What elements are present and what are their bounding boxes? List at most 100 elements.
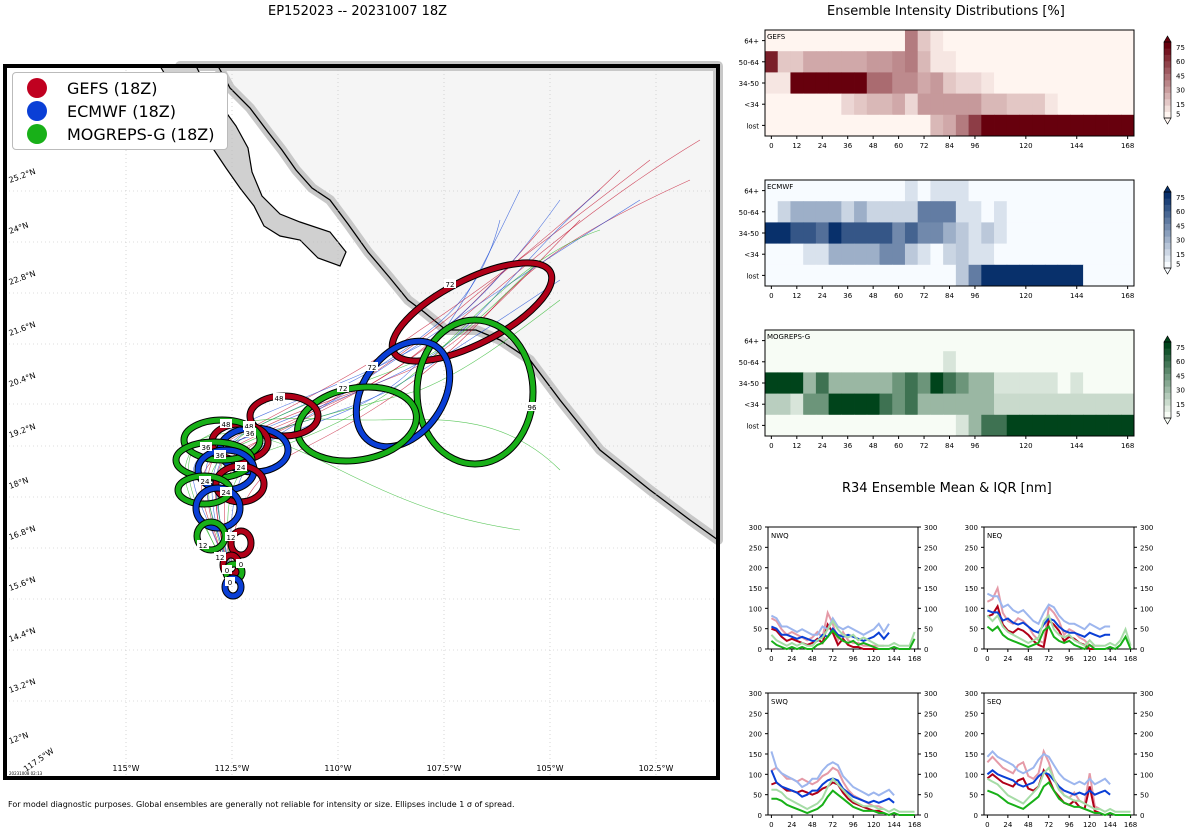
- heatmap-cell: [777, 72, 791, 94]
- lon-label: 102.5°W: [639, 764, 674, 773]
- heatmap-cell: [930, 351, 944, 373]
- heatmap-cell: [968, 30, 982, 52]
- heatmap-x-tick-label: 24: [818, 442, 827, 450]
- heatmap-cell: [803, 93, 817, 116]
- heatmap-cell: [892, 393, 906, 416]
- heatmap-cell: [955, 93, 969, 116]
- r34-y-tick-label-right: 300: [924, 690, 937, 698]
- heatmap-x-tick-label: 168: [1121, 142, 1134, 150]
- heatmap-cell: [968, 72, 982, 94]
- heatmap-cell: [1121, 243, 1135, 266]
- heatmap-cell: [828, 330, 842, 352]
- heatmap-x-tick-label: 168: [1121, 442, 1134, 450]
- heatmap-cell: [1006, 30, 1020, 52]
- heatmap-cell: [765, 393, 779, 416]
- heatmap-cell: [917, 201, 931, 223]
- heatmap-x-tick-label: 84: [945, 142, 954, 150]
- heatmap-cell: [1006, 393, 1020, 416]
- heatmap-cell: [930, 180, 944, 202]
- heatmap-cell: [1019, 51, 1033, 73]
- r34-y-tick-label-right: 250: [1140, 544, 1153, 552]
- heatmap-cell: [930, 264, 944, 287]
- colorbar-tick-label: 30: [1176, 387, 1185, 395]
- colorbar-segment: [1164, 198, 1171, 205]
- r34-y-tick-label: 100: [749, 771, 762, 779]
- heatmap-cell: [841, 51, 855, 73]
- heatmap-cell: [815, 114, 830, 137]
- heatmap-cell: [879, 51, 893, 73]
- r34-y-tick-label: 0: [974, 646, 978, 654]
- heatmap-cell: [828, 351, 842, 373]
- legend-item-gefs: GEFS (18Z): [27, 76, 157, 100]
- r34-y-tick-label-right: 0: [924, 646, 928, 654]
- heatmap-cell: [917, 51, 931, 73]
- heatmap-cell: [803, 201, 817, 223]
- heatmap-x-tick-label: 48: [869, 292, 878, 300]
- heatmap-cell: [879, 93, 893, 116]
- heatmap-cell: [981, 351, 995, 373]
- r34-mean-line-ecmwf: [987, 609, 1111, 638]
- heatmap-cell: [765, 51, 779, 73]
- heatmap-x-tick-label: 36: [843, 442, 852, 450]
- heatmap-cell: [803, 372, 817, 394]
- r34-y-tick-label: 0: [974, 812, 978, 820]
- heatmap-cell: [955, 222, 969, 244]
- heatmap-cell: [765, 72, 779, 94]
- r34-x-tick-label: 24: [787, 821, 796, 829]
- heatmap-cell: [790, 414, 804, 437]
- r34-y-tick-label: 0: [758, 646, 762, 654]
- heatmap-cell: [981, 222, 995, 244]
- heatmap-cell: [1057, 243, 1071, 266]
- heatmap-cell: [1121, 51, 1135, 73]
- heatmap-cell: [854, 30, 868, 52]
- heatmap-cell: [955, 201, 969, 223]
- heatmap-cell: [1019, 180, 1033, 202]
- heatmap-cell: [968, 351, 982, 373]
- r34-y-tick-label: 100: [749, 605, 762, 613]
- r34-x-tick-label: 48: [1024, 655, 1033, 663]
- heatmap-cell: [866, 330, 880, 352]
- heatmap-cell: [943, 222, 957, 244]
- r34-x-tick-label: 96: [849, 655, 858, 663]
- colorbar-frame: [1163, 191, 1172, 269]
- heatmap-cell: [892, 72, 906, 94]
- heatmap-cell: [1032, 243, 1046, 266]
- heatmap-cell: [1019, 114, 1033, 137]
- heatmap-cell: [765, 114, 779, 137]
- heatmap-cell: [1044, 264, 1059, 287]
- heatmap-x-tick-label: 0: [769, 442, 773, 450]
- heatmap-cell: [815, 264, 830, 287]
- lon-label: 107.5°W: [427, 764, 462, 773]
- heatmap-cell: [803, 264, 817, 287]
- colorbar-segment: [1164, 242, 1171, 250]
- r34-x-tick-label: 120: [867, 655, 880, 663]
- heatmap-cell: [1108, 393, 1122, 416]
- r34-y-tick-label: 50: [969, 792, 978, 800]
- heatmap-cell: [930, 93, 944, 116]
- heatmap-cell: [1019, 93, 1033, 116]
- heatmap-cell: [1057, 93, 1071, 116]
- ecmwf-marker-icon: [27, 101, 47, 121]
- r34-y-tick-label: 300: [749, 524, 762, 532]
- r34-x-tick-label: 120: [1083, 655, 1096, 663]
- lon-label: 110°W: [324, 764, 351, 773]
- heatmap-x-tick-label: 96: [970, 442, 979, 450]
- heatmap-cell: [1044, 30, 1059, 52]
- heatmap-cell: [955, 351, 969, 373]
- heatmap-cell: [1070, 93, 1084, 116]
- r34-x-tick-label: 168: [1124, 655, 1137, 663]
- heatmap-cell: [892, 114, 906, 137]
- heatmap-cell: [866, 72, 880, 94]
- heatmap-cell: [1070, 51, 1084, 73]
- r34-x-tick-label: 0: [769, 655, 773, 663]
- r34-y-tick-label: 200: [965, 565, 978, 573]
- heatmap-cell: [866, 393, 880, 416]
- r34-x-tick-label: 168: [908, 655, 921, 663]
- r34-x-tick-label: 96: [1065, 655, 1074, 663]
- heatmap-cell: [1057, 201, 1071, 223]
- heatmap-cell: [930, 243, 944, 266]
- ecmwf-12-label: 12: [216, 554, 225, 562]
- heatmap-cell: [1019, 72, 1033, 94]
- heatmap-cell: [777, 180, 791, 202]
- heatmap-cell: [892, 372, 906, 394]
